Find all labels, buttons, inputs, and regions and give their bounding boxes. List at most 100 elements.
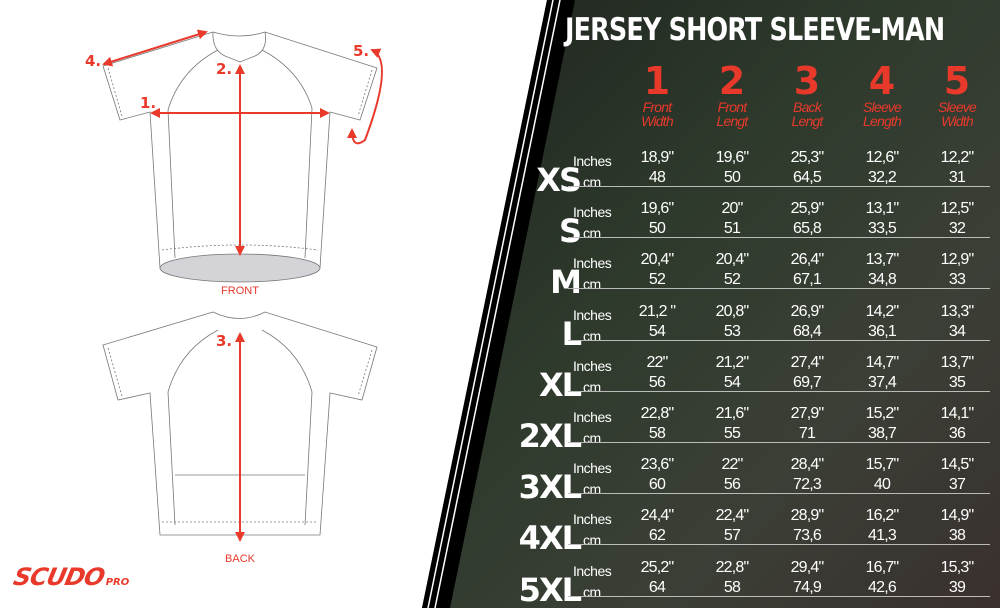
cm-value: 38,7 xyxy=(868,425,897,442)
cm-value: 38 xyxy=(948,527,966,545)
size-label: 2XL xyxy=(518,417,582,455)
column-label: Front xyxy=(717,99,747,115)
row-divider xyxy=(568,544,990,546)
column-label: Length xyxy=(862,113,902,129)
inches-value: 27,9" xyxy=(790,405,825,422)
cm-value: 50 xyxy=(723,169,741,186)
inches-value: 29,4" xyxy=(790,558,825,576)
size-label: 4XL xyxy=(518,519,582,558)
column-label: Sleeve xyxy=(937,99,977,115)
cm-value: 35 xyxy=(948,373,966,391)
inches-value: 13,7" xyxy=(940,353,975,371)
unit-inches: Inches xyxy=(573,255,612,272)
column-label: Width xyxy=(941,113,973,129)
cm-value: 73,6 xyxy=(793,527,822,545)
column-label: Front xyxy=(642,99,672,115)
cm-value: 33 xyxy=(948,271,966,289)
inches-value: 27,4" xyxy=(790,353,825,371)
cm-value: 34,8 xyxy=(868,271,897,289)
cm-value: 52 xyxy=(723,271,741,289)
size-label: S xyxy=(558,212,582,251)
cm-value: 32,2 xyxy=(868,169,897,186)
column-label: Back xyxy=(793,99,822,115)
cm-value: 32 xyxy=(948,220,966,238)
unit-inches: Inches xyxy=(573,204,612,221)
cm-value: 55 xyxy=(723,425,741,442)
inches-value: 19,6" xyxy=(715,149,750,166)
inches-value: 25,2" xyxy=(640,558,675,576)
cm-value: 71 xyxy=(798,425,816,442)
size-row-l: L Inches cm 21,2 " 54 20,8" 53 26,9" 68,4 14,2… xyxy=(515,303,1000,360)
row-divider xyxy=(568,237,990,239)
inches-value: 13,3" xyxy=(940,302,975,320)
inches-value: 16,2" xyxy=(865,507,900,525)
inches-value: 18,9" xyxy=(640,149,675,166)
cm-value: 56 xyxy=(648,373,666,391)
chart-title: JERSEY SHORT SLEEVE-MAN xyxy=(565,12,945,48)
cm-value: 56 xyxy=(723,476,741,494)
row-divider xyxy=(568,186,990,187)
inches-value: 16,7" xyxy=(865,558,900,576)
column-label: Lengt xyxy=(791,113,823,129)
unit-inches: Inches xyxy=(573,409,612,425)
row-divider xyxy=(568,442,990,443)
size-row-xl: XL Inches cm 22" 56 21,2" 54 27,4" 69,7 14,7" 3… xyxy=(515,354,1000,411)
inches-value: 25,9" xyxy=(790,200,825,218)
inches-value: 28,4" xyxy=(790,456,825,474)
cm-value: 67,1 xyxy=(793,271,822,289)
unit-cm: cm xyxy=(583,174,601,190)
inches-value: 14,1" xyxy=(940,405,975,422)
inches-value: 25,3" xyxy=(790,149,825,166)
inches-value: 12,6" xyxy=(865,149,900,166)
inches-value: 22,4" xyxy=(715,507,750,525)
column-number: 3 xyxy=(793,59,821,103)
column-number: 4 xyxy=(868,59,896,103)
cm-value: 54 xyxy=(723,373,741,391)
marker-5: 5. xyxy=(353,42,370,60)
inches-value: 20,4" xyxy=(640,251,675,269)
cm-value: 53 xyxy=(723,322,741,340)
column-header-1: 1 Front Width xyxy=(617,62,697,128)
row-divider xyxy=(568,390,990,392)
unit-cm: cm xyxy=(583,276,601,293)
inches-value: 14,7" xyxy=(865,353,900,371)
inches-value: 15,3" xyxy=(940,558,975,576)
size-label: M xyxy=(550,263,582,302)
cm-value: 48 xyxy=(648,169,666,186)
inches-value: 21,2" xyxy=(715,353,750,371)
unit-inches: Inches xyxy=(573,357,612,374)
inches-value: 12,5" xyxy=(940,200,975,218)
unit-cm: cm xyxy=(583,583,601,600)
cm-value: 40 xyxy=(873,476,891,494)
size-row-2xl: 2XL Inches cm 22,8" 58 21,6" 55 27,9" 71 15,2"… xyxy=(515,405,1000,462)
size-row-3xl: 3XL Inches cm 23,6" 60 22" 56 28,4" 72,3 15,7"… xyxy=(515,456,1000,513)
size-label: L xyxy=(561,314,582,353)
inches-value: 20,8" xyxy=(715,302,750,320)
unit-cm: cm xyxy=(583,481,601,498)
row-divider xyxy=(568,595,990,597)
column-header-4: 4 Sleeve Length xyxy=(842,62,922,128)
cm-value: 31 xyxy=(948,169,966,186)
cm-value: 64,5 xyxy=(793,169,822,186)
column-label: Sleeve xyxy=(862,99,902,115)
cm-value: 37,4 xyxy=(868,373,897,391)
cm-value: 64 xyxy=(648,578,666,596)
size-row-5xl: 5XL Inches cm 25,2" 64 22,8" 58 29,4" 74,9 16,… xyxy=(515,559,1000,616)
back-label: BACK xyxy=(225,553,255,565)
inches-value: 15,2" xyxy=(865,405,900,422)
unit-inches: Inches xyxy=(573,153,612,169)
unit-cm: cm xyxy=(583,225,601,242)
marker-1: 1. xyxy=(140,94,157,112)
front-label: FRONT xyxy=(221,285,259,297)
brand-logo: SCUDOPRO xyxy=(11,563,130,591)
inches-value: 23,6" xyxy=(640,456,675,474)
inches-value: 13,7" xyxy=(865,251,900,269)
unit-cm: cm xyxy=(583,378,601,395)
unit-cm: cm xyxy=(583,430,601,446)
inches-value: 14,2" xyxy=(865,302,900,320)
unit-cm: cm xyxy=(583,327,601,344)
size-label: XS xyxy=(536,161,582,199)
cm-value: 57 xyxy=(723,527,741,545)
inches-value: 26,4" xyxy=(790,251,825,269)
